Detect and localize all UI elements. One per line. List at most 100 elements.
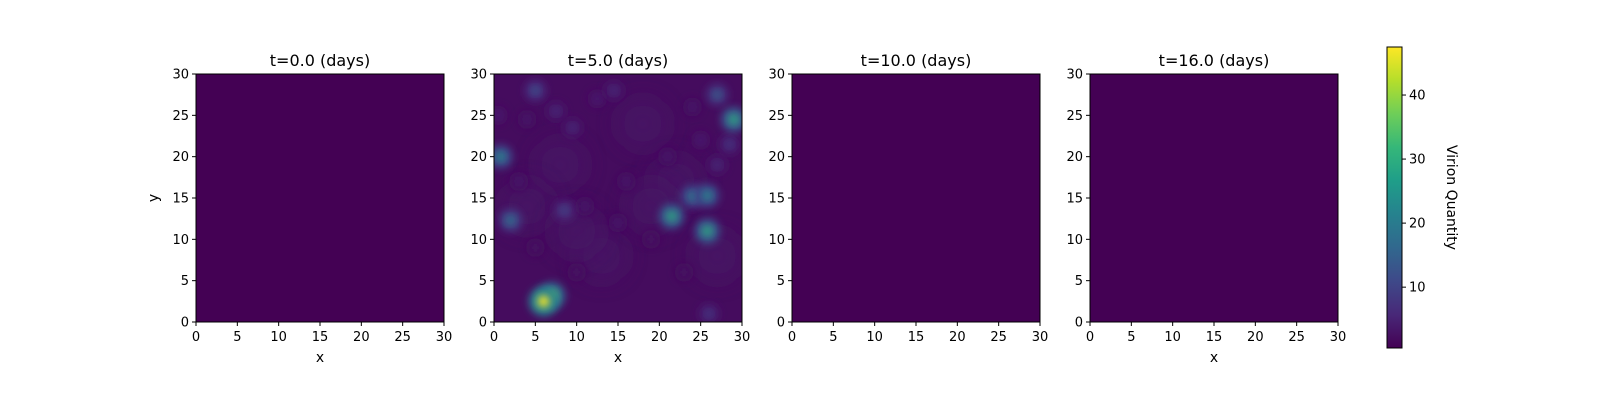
heatmap-hotspot <box>496 152 505 162</box>
heatmap-hotspot <box>729 114 739 125</box>
y-tick-label: 5 <box>777 274 785 289</box>
x-tick-label: 15 <box>610 330 627 345</box>
y-tick-label: 10 <box>172 233 189 248</box>
x-tick-label: 20 <box>651 330 668 345</box>
x-tick-label: 15 <box>908 330 925 345</box>
y-tick-label: 25 <box>470 109 487 124</box>
panel-title: t=5.0 (days) <box>568 51 668 70</box>
x-tick-label: 5 <box>233 330 241 345</box>
x-tick-label: 25 <box>394 330 411 345</box>
heatmap-hotspot <box>713 90 722 99</box>
heatmap-hotspot <box>623 178 630 185</box>
heatmap-hotspot <box>594 95 601 102</box>
heatmap-hotspot <box>726 140 734 148</box>
y-tick-label: 5 <box>1075 274 1083 289</box>
x-tick-label: 0 <box>490 330 498 345</box>
panel-title: t=16.0 (days) <box>1159 51 1270 70</box>
heatmap-hotspot <box>494 112 502 119</box>
x-axis-label: x <box>316 350 324 366</box>
x-tick-label: 30 <box>734 330 751 345</box>
y-tick-label: 0 <box>777 316 785 331</box>
panel-title: t=0.0 (days) <box>270 51 370 70</box>
heatmap-hotspot <box>705 310 713 318</box>
heatmap-hotspot <box>581 203 589 210</box>
colorbar-frame <box>1386 46 1403 349</box>
x-tick-label: 25 <box>1288 330 1305 345</box>
x-tick-label: 30 <box>1330 330 1347 345</box>
heatmap-hotspot <box>532 244 539 251</box>
heatmap-hotspot <box>515 178 522 185</box>
heatmap-background <box>792 74 1040 322</box>
x-tick-label: 20 <box>1247 330 1264 345</box>
colorbar-gradient <box>1387 47 1402 348</box>
y-tick-label: 20 <box>768 150 785 165</box>
x-tick-label: 5 <box>1127 330 1135 345</box>
y-tick-label: 25 <box>1066 109 1083 124</box>
y-tick-label: 15 <box>1066 192 1083 207</box>
colorbar-tick-label: 40 <box>1409 89 1426 104</box>
heatmap-hotspot <box>569 124 576 132</box>
panel-1: 0 5 10 15 20 25 30 0 5 10 15 20 25 30 t=0.0 (days) x y <box>146 51 452 366</box>
x-tick-label: 20 <box>949 330 966 345</box>
x-tick-label: 25 <box>990 330 1007 345</box>
y-tick-label: 15 <box>470 192 487 207</box>
y-tick-label: 10 <box>1066 233 1083 248</box>
heatmap-background <box>1090 74 1338 322</box>
x-tick-label: 15 <box>312 330 329 345</box>
y-tick-label: 0 <box>479 316 487 331</box>
y-tick-label: 10 <box>470 233 487 248</box>
panel-title: t=10.0 (days) <box>861 51 972 70</box>
panel-2: 0 5 10 15 20 25 30 0 5 10 15 20 25 30 t=5.0 (days) x <box>470 51 750 366</box>
x-axis-label: x <box>614 350 622 366</box>
heatmap-hotspot <box>702 191 712 200</box>
heatmap-plume <box>616 97 669 150</box>
heatmap-hotspot <box>697 136 704 144</box>
colorbar-tick-label: 10 <box>1409 281 1426 296</box>
heatmap-hotspot <box>681 269 688 276</box>
y-tick-label: 30 <box>768 68 785 83</box>
y-tick-label: 0 <box>181 316 189 331</box>
heatmap-hotspot <box>614 219 622 226</box>
y-tick-label: 10 <box>768 233 785 248</box>
y-tick-label: 0 <box>1075 316 1083 331</box>
y-tick-label: 25 <box>768 109 785 124</box>
heatmap-hotspot <box>648 236 655 243</box>
x-tick-label: 5 <box>531 330 539 345</box>
panels: 0 5 10 15 20 25 30 0 5 10 15 20 25 30 t=0.0 (days) x y 0 5… <box>146 51 1346 366</box>
heatmap-hotspot <box>531 86 540 95</box>
y-tick-label: 5 <box>181 274 189 289</box>
heatmap-hotspot <box>610 87 618 94</box>
y-tick-label: 15 <box>172 192 189 207</box>
y-tick-label: 15 <box>768 192 785 207</box>
heatmap-hotspot <box>667 211 677 221</box>
x-tick-label: 15 <box>1206 330 1223 345</box>
heatmap-hotspot <box>573 269 580 276</box>
x-tick-label: 10 <box>270 330 287 345</box>
y-tick-label: 30 <box>470 68 487 83</box>
colorbar: 10 20 30 40 Virion Quantity <box>1386 46 1459 349</box>
heatmap-hotspot <box>713 161 721 169</box>
heatmap-hotspot <box>523 116 531 123</box>
x-tick-label: 30 <box>1032 330 1049 345</box>
x-tick-label: 0 <box>192 330 200 345</box>
heatmap-plume <box>534 138 587 191</box>
colorbar-label: Virion Quantity <box>1443 145 1459 250</box>
heatmap-hotspot <box>552 107 560 115</box>
heatmap-hotspot <box>560 206 568 214</box>
heatmap-hotspot <box>537 295 550 308</box>
heatmap-hotspot <box>664 153 671 160</box>
y-tick-label: 30 <box>1066 68 1083 83</box>
y-tick-label: 20 <box>1066 150 1083 165</box>
y-axis-label: y <box>146 194 162 202</box>
x-tick-label: 0 <box>788 330 796 345</box>
x-tick-label: 25 <box>692 330 709 345</box>
heatmap-hotspot <box>702 226 713 236</box>
heatmap-hotspot <box>506 216 515 225</box>
colorbar-tick-label: 30 <box>1409 153 1426 168</box>
x-tick-label: 10 <box>1164 330 1181 345</box>
y-tick-label: 20 <box>172 150 189 165</box>
panel-4: 0 5 10 15 20 25 30 0 5 10 15 20 25 30 t=16.0 (days) x <box>1066 51 1346 366</box>
heatmap-hotspot <box>689 103 696 111</box>
y-tick-label: 30 <box>172 68 189 83</box>
